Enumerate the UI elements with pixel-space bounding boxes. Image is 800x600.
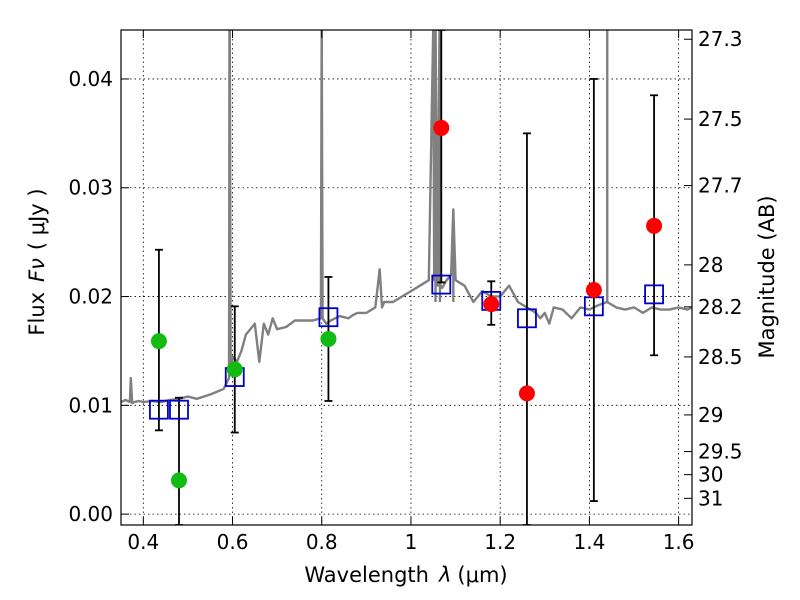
red-point (433, 119, 450, 136)
y-tick-label: 0.01 (68, 393, 113, 417)
x-tick-label: 1.6 (663, 530, 695, 554)
mag-tick-label: 30 (698, 463, 723, 487)
y-tick-label: 0.04 (68, 67, 113, 91)
red-point (518, 385, 535, 402)
mag-tick-label: 27.5 (698, 107, 743, 131)
x-axis-label: Wavelength (304, 563, 429, 587)
x-axis-symbol: λ (438, 563, 451, 587)
y-axis-title: Flux Fν ( μJy ) (25, 188, 49, 335)
y-tick-label: 0.03 (68, 176, 113, 200)
data-points (150, 119, 663, 489)
mag-tick-label: 31 (698, 486, 723, 510)
mag-tick-label: 27.7 (698, 174, 743, 198)
mag-tick-label: 29 (698, 403, 723, 427)
x-tick-label: 1 (405, 530, 418, 554)
y-tick-label: 0.02 (68, 285, 113, 309)
model-square (318, 307, 339, 328)
mag-tick-label: 27.3 (698, 27, 743, 51)
green-point (170, 472, 187, 489)
model-points (149, 274, 664, 420)
mag-tick-label: 28.2 (698, 295, 743, 319)
x-tick-label: 0.8 (306, 530, 338, 554)
spectrum-series (121, 30, 692, 405)
mag-tick-label: 28 (698, 253, 723, 277)
red-point (646, 217, 663, 234)
x-tick-label: 1.2 (484, 530, 516, 554)
x-axis-title: Wavelength λ (μm) (304, 563, 507, 587)
model-square (431, 274, 452, 295)
x-tick-label: 0.4 (127, 530, 159, 554)
x-axis-unit: (μm) (457, 563, 507, 587)
red-point (483, 296, 500, 313)
green-point (320, 330, 337, 347)
red-point (585, 282, 602, 299)
mag-tick-label: 29.5 (698, 440, 743, 464)
mag-tick-label: 28.5 (698, 345, 743, 369)
model-square (644, 284, 664, 305)
model-square (169, 399, 189, 420)
y2-axis-title: Magnitude (AB) (755, 195, 779, 358)
green-point (226, 361, 243, 378)
model-square (517, 308, 537, 329)
axis-ticks: 0.4 0.6 0.8 1 1.2 1.4 1.6 0.00 0.01 0.02 0.03 0.04 2… (68, 27, 742, 554)
spectrum-line (121, 30, 692, 405)
model-square (149, 399, 169, 420)
y-axis-label: Flux (25, 292, 49, 336)
x-tick-label: 1.4 (573, 530, 605, 554)
y-tick-label: 0.00 (68, 502, 113, 526)
y-axis-unit: ( μJy ) (25, 188, 49, 250)
grid (121, 30, 692, 525)
y-axis-symbol: Fν (25, 258, 49, 282)
x-tick-label: 0.6 (217, 530, 249, 554)
green-point (150, 333, 167, 350)
plot-frame (120, 29, 693, 526)
